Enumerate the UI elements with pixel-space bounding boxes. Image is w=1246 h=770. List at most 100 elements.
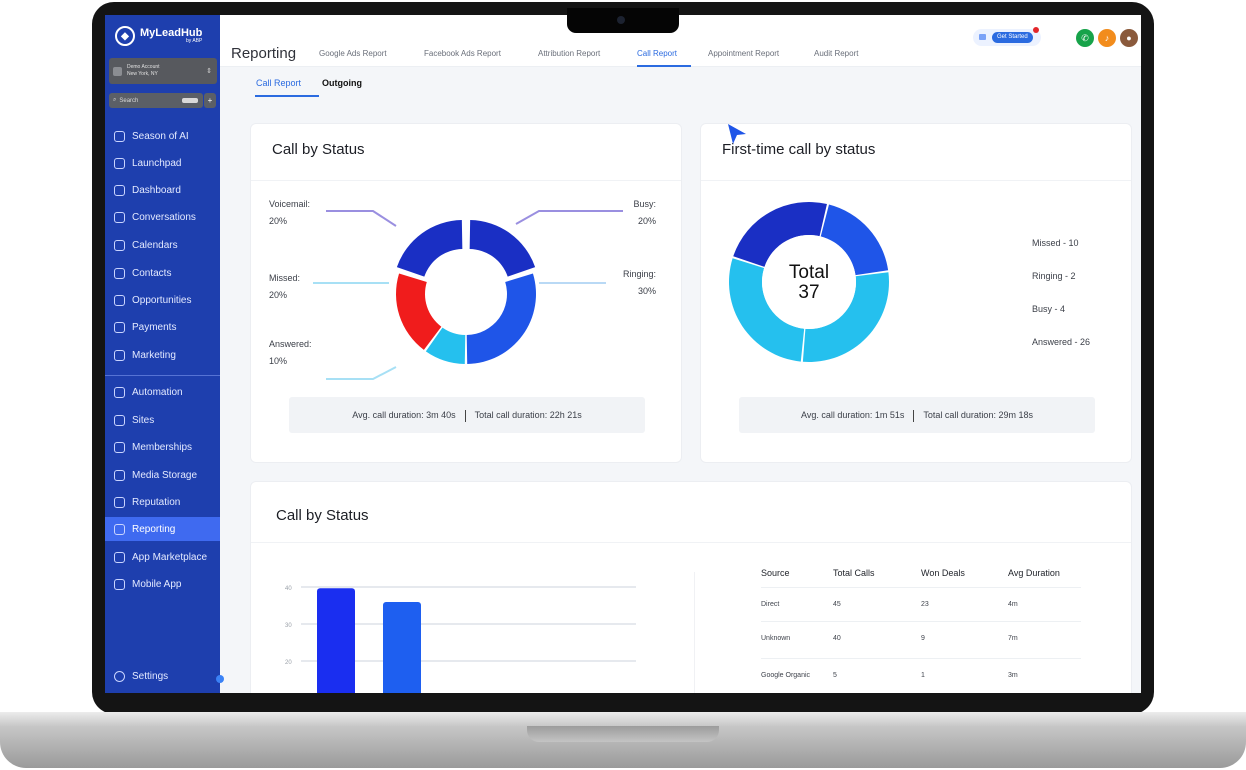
sidebar-item-conversations[interactable]: Conversations [105,205,220,229]
sidebar-item-reporting[interactable]: Reporting [105,517,220,541]
call-duration-summary: Avg. call duration: 1m 51s Total call dur… [739,397,1095,433]
search-icon: ⌕ [113,97,117,103]
sidebar-item-calendars[interactable]: Calendars [105,233,220,257]
payments-icon [114,321,125,333]
legend-ringing: Ringing - 2 [1032,271,1076,281]
account-avatar [113,66,122,76]
quick-add-button[interactable]: + [204,93,216,108]
y-tick-label: 30 [285,623,292,629]
brand-logo[interactable]: ◆ MyLeadHub by ABP [115,22,210,50]
slice-missed[interactable] [733,202,827,267]
account-name: Demo Account [127,64,160,70]
leader-line-busy [515,210,623,225]
table-cell: 9 [921,635,925,642]
sidebar-item-settings[interactable]: Settings [105,664,220,688]
calendar-icon [114,239,125,251]
sidebar-item-dashboard[interactable]: Dashboard [105,178,220,202]
column-header[interactable]: Total Calls [833,568,875,578]
bar[interactable] [383,602,421,693]
sidebar-item-reputation[interactable]: Reputation [105,490,220,514]
column-header[interactable]: Avg Duration [1008,568,1060,578]
sidebar-item-contacts[interactable]: Contacts [105,261,220,285]
account-switcher[interactable]: Demo Account New York, NY ⇕ [109,58,217,84]
avg-call-duration: Avg. call duration: 1m 51s [801,410,905,420]
subtab-outgoing[interactable]: Outgoing [322,78,362,88]
sidebar-item-season-of-ai[interactable]: Season of AI [105,124,220,148]
sparkle-icon [114,130,125,142]
sidebar-item-label: Reporting [132,523,176,535]
get-started-button[interactable]: Get Started [992,32,1033,43]
opportunities-icon [114,294,125,306]
sidebar-item-launchpad[interactable]: Launchpad [105,151,220,175]
sidebar-item-opportunities[interactable]: Opportunities [105,288,220,312]
sites-icon [114,414,125,426]
page-title: Reporting [231,45,297,62]
tab-call-report[interactable]: Call Report [637,49,678,58]
slice-ringing[interactable] [820,204,889,276]
donut-center-label: Total [788,262,830,283]
table-cell: 40 [833,635,841,642]
label-ringing: Ringing: 30% [622,269,656,296]
tab-appointment-report[interactable]: Appointment Report [708,49,780,58]
sidebar-item-marketing[interactable]: Marketing [105,343,220,367]
gear-icon [114,670,125,682]
tab-google-ads-report[interactable]: Google Ads Report [319,49,387,58]
sidebar-item-sites[interactable]: Sites [105,408,220,432]
y-tick-label: 20 [285,660,292,666]
bell-icon[interactable]: ♪ [1098,29,1116,47]
card-title: Call by Status [276,507,369,524]
chevron-updown-icon: ⇕ [206,68,212,75]
table-cell: 7m [1008,635,1018,642]
slice-voicemail[interactable] [396,219,463,277]
active-subtab-indicator [255,95,319,97]
tab-audit-report[interactable]: Audit Report [814,49,859,58]
card-divider [251,542,1131,543]
call-by-status-card: Call by Status Voicemail: 20% Missed: 20% … [250,123,682,463]
collapse-sidebar-button[interactable] [216,675,224,683]
bar[interactable] [317,588,355,693]
marketing-icon [114,349,125,361]
sidebar-item-app-marketplace[interactable]: App Marketplace [105,545,220,569]
account-names: Demo Account New York, NY [127,64,160,78]
y-tick-label: 40 [285,586,292,592]
subtab-call-report[interactable]: Call Report [256,78,302,88]
sidebar-item-label: Payments [132,321,177,333]
column-header[interactable]: Source [761,568,790,578]
search-input[interactable]: Search [119,97,139,104]
tab-facebook-ads-report[interactable]: Facebook Ads Report [424,49,501,58]
table-cell: 23 [921,601,929,608]
tab-attribution-report[interactable]: Attribution Report [538,49,601,58]
slice-answered[interactable] [729,258,805,362]
column-header[interactable]: Won Deals [921,568,965,578]
label-answered: Answered: 10% [269,339,312,366]
slice-missed[interactable] [396,273,442,350]
sidebar-item-payments[interactable]: Payments [105,315,220,339]
table-cell: 5 [833,672,837,679]
slice-answered[interactable] [425,327,466,364]
sidebar-item-media-storage[interactable]: Media Storage [105,463,220,487]
sidebar-item-label: Calendars [132,239,178,251]
call-by-status-source-card: Call by Status 40 30 20 Source Total Calls W… [250,481,1132,693]
rocket-icon [114,157,125,169]
label-voicemail: Voicemail: 20% [269,199,311,226]
slice-ringing[interactable] [466,273,536,364]
sub-tabs: Call Report Outgoing [220,68,1141,98]
phone-icon[interactable]: ✆ [1076,29,1094,47]
call-source-bar-chart: 40 30 20 [285,586,636,693]
sidebar-item-label: Season of AI [132,130,189,142]
sidebar-item-mobile-app[interactable]: Mobile App [105,572,220,596]
user-avatar[interactable]: ● [1120,29,1138,47]
slice-busy[interactable] [469,219,536,277]
card-divider [701,180,1131,181]
sidebar-search[interactable]: ⌕ Search [109,93,203,108]
chat-icon [114,211,125,223]
sidebar-item-memberships[interactable]: Memberships [105,435,220,459]
get-started-widget[interactable]: Get Started [973,27,1041,46]
table-cell: 1 [921,672,925,679]
slice-busy[interactable] [802,272,889,362]
star-icon [114,496,125,508]
sidebar-item-label: Contacts [132,267,172,279]
notification-dot [1033,27,1039,33]
sidebar-item-automation[interactable]: Automation [105,380,220,404]
section-divider [694,572,695,693]
